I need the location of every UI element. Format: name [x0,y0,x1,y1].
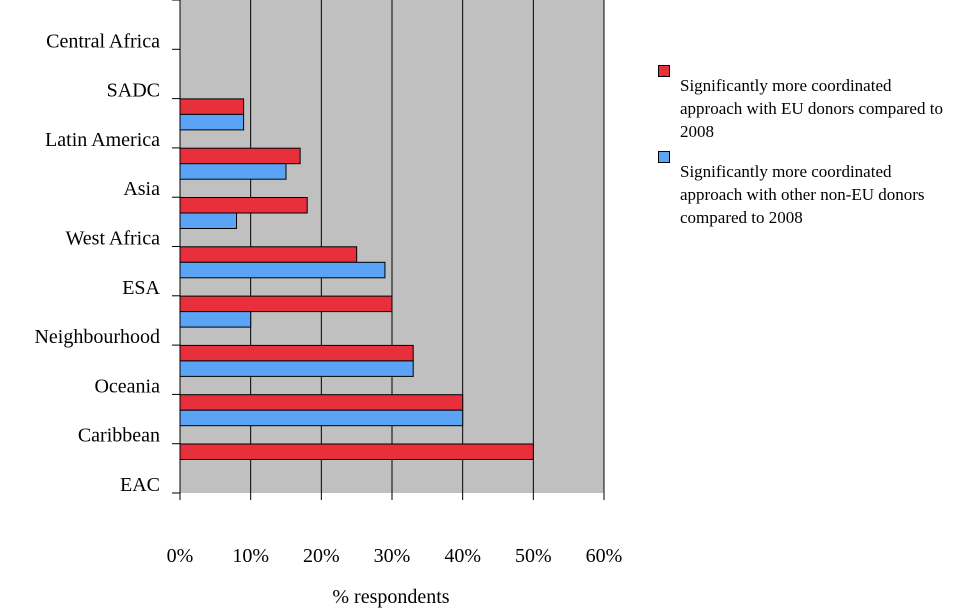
legend-item-non-eu-donors: Significantly more coordinated approach … [656,148,956,229]
category-label: EAC [120,474,160,496]
legend-swatch-non-eu-donors [658,151,670,163]
bar-non-eu-donors [179,261,386,279]
category-label: SADC [107,80,160,102]
bar-non-eu-donors [179,212,238,229]
bar-eu-donors [179,443,534,460]
x-axis-title: % respondents [332,586,449,608]
legend-label-eu-donors: Significantly more coordinated approach … [680,76,943,141]
legend-item-eu-donors: Significantly more coordinated approach … [656,62,956,143]
category-label: Caribbean [78,425,160,447]
category-label: Oceania [94,375,160,397]
bar-eu-donors [179,394,464,411]
legend-label-non-eu-donors: Significantly more coordinated approach … [680,162,925,227]
bar-non-eu-donors [179,113,245,131]
category-label: ESA [122,277,160,299]
bar-eu-donors [179,344,414,362]
category-label: Central Africa [46,30,160,52]
category-label: Asia [123,178,160,200]
bar-eu-donors [179,295,393,313]
x-tick-label: 20% [303,545,340,567]
legend-swatch-eu-donors [658,65,670,77]
bar-eu-donors [179,246,358,263]
bar-eu-donors [179,147,301,165]
chart-legend: Significantly more coordinated approach … [656,62,956,234]
category-label: Neighbourhood [34,326,160,348]
category-label: Latin America [45,129,160,151]
x-tick-label: 50% [515,545,552,567]
x-tick-label: 60% [586,545,623,567]
bar-eu-donors [179,98,245,115]
x-tick-label: 10% [232,545,269,567]
bar-non-eu-donors [179,409,464,427]
x-tick-label: 40% [444,545,481,567]
x-tick-label: 0% [167,545,194,567]
bar-non-eu-donors [179,163,287,180]
bar-eu-donors [179,197,308,214]
bar-non-eu-donors [179,311,252,328]
category-label: West Africa [66,228,161,250]
x-tick-label: 30% [374,545,411,567]
bar-non-eu-donors [179,360,414,377]
